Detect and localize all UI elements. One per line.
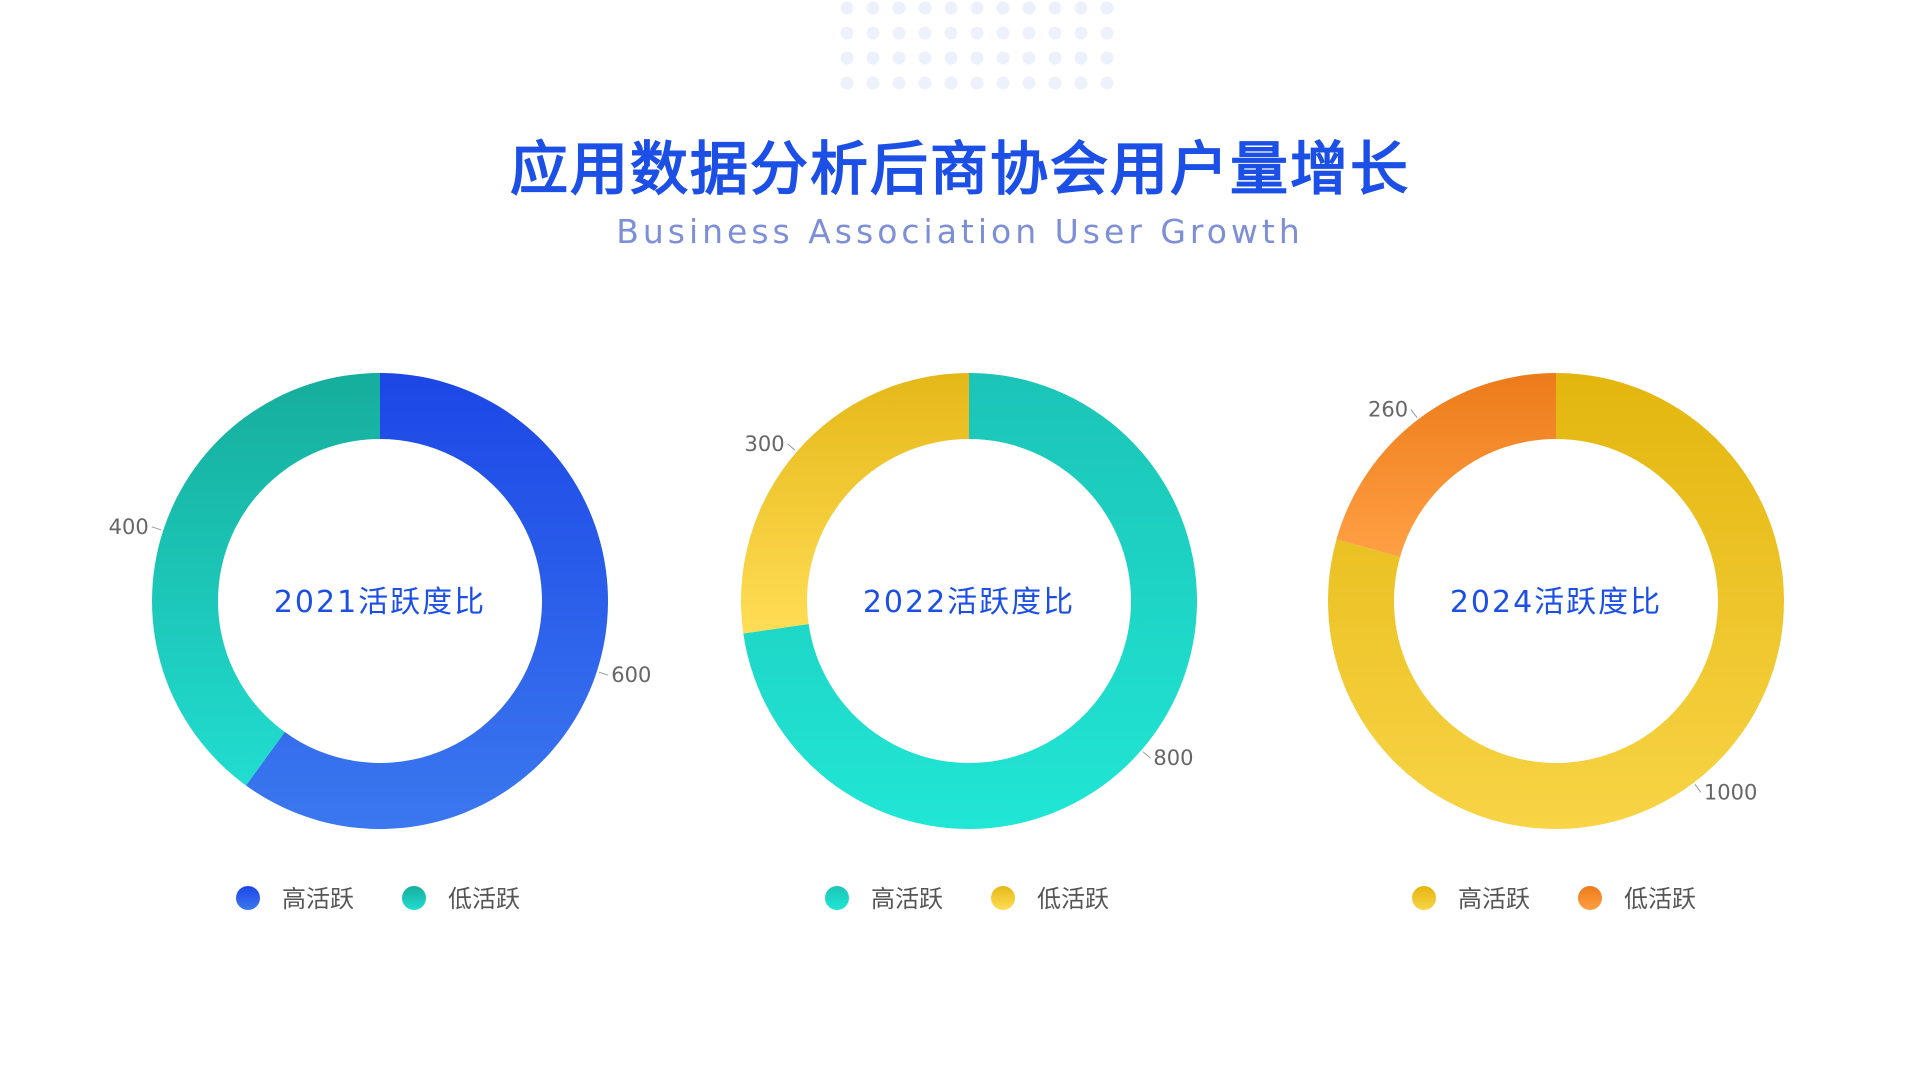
decor-dot [866, 51, 880, 65]
label-leader-line [598, 671, 609, 676]
data-label-high-activity: 600 [611, 663, 651, 687]
decor-dot [1022, 1, 1036, 15]
legend: 高活跃 低活跃 [1412, 885, 1696, 913]
data-label-high-activity: 1000 [1704, 780, 1757, 804]
decor-dot [996, 1, 1010, 15]
legend-label-high-activity[interactable]: 高活跃 [1458, 885, 1530, 913]
donut-slice-low-activity[interactable] [152, 373, 380, 786]
decor-dot [840, 1, 854, 15]
decor-dot [970, 76, 984, 90]
decor-dot [1048, 1, 1062, 15]
decorative-dot-grid [840, 1, 1114, 90]
decor-dot [892, 76, 906, 90]
decor-dot [944, 76, 958, 90]
decor-dot [1074, 76, 1088, 90]
decor-dot [840, 76, 854, 90]
decor-dot [918, 76, 932, 90]
decor-dot [970, 1, 984, 15]
legend-marker-low-activity[interactable] [991, 886, 1015, 910]
decor-dot [1048, 51, 1062, 65]
legend: 高活跃 低活跃 [825, 885, 1109, 913]
decor-dot [1074, 26, 1088, 40]
decor-dot [1048, 26, 1062, 40]
legend-label-high-activity[interactable]: 高活跃 [871, 885, 943, 913]
decor-dot [1022, 51, 1036, 65]
decor-dot [866, 76, 880, 90]
center-label: 2021活跃度比 [274, 585, 486, 620]
legend: 高活跃 低活跃 [236, 885, 520, 913]
donut-slice-high-activity[interactable] [245, 373, 609, 830]
legend-marker-low-activity[interactable] [402, 886, 426, 910]
legend-label-low-activity[interactable]: 低活跃 [1624, 885, 1696, 913]
decor-dot [944, 1, 958, 15]
decor-dot [970, 51, 984, 65]
decor-dot [1074, 1, 1088, 15]
decor-dot [1022, 76, 1036, 90]
decor-dot [918, 51, 932, 65]
decor-dot [1074, 51, 1088, 65]
decor-dot [996, 76, 1010, 90]
decor-dot [1100, 1, 1114, 15]
legend-marker-high-activity[interactable] [825, 886, 849, 910]
center-label: 2024活跃度比 [1450, 585, 1662, 620]
decor-dot [944, 51, 958, 65]
label-leader-line [1142, 751, 1151, 759]
decor-dot [970, 26, 984, 40]
data-label-low-activity: 300 [745, 432, 785, 456]
decor-dot [1022, 26, 1036, 40]
decor-dot [892, 51, 906, 65]
decor-dot [866, 26, 880, 40]
center-label: 2022活跃度比 [863, 585, 1075, 620]
decor-dot [1100, 76, 1114, 90]
decor-dot [892, 26, 906, 40]
decor-dot [892, 1, 906, 15]
data-label-low-activity: 400 [109, 515, 149, 539]
label-leader-line [787, 443, 796, 451]
label-leader-line [1410, 409, 1418, 418]
label-leader-line [1694, 784, 1702, 793]
page-subtitle: Business Association User Growth [616, 212, 1304, 251]
legend-label-high-activity[interactable]: 高活跃 [282, 885, 354, 913]
decor-dot [918, 1, 932, 15]
decor-dot [996, 26, 1010, 40]
decor-dot [840, 51, 854, 65]
legend-label-low-activity[interactable]: 低活跃 [448, 885, 520, 913]
decor-dot [1100, 26, 1114, 40]
legend-marker-high-activity[interactable] [1412, 886, 1436, 910]
decor-dot [944, 26, 958, 40]
decor-dot [866, 1, 880, 15]
legend-label-low-activity[interactable]: 低活跃 [1037, 885, 1109, 913]
legend-marker-high-activity[interactable] [236, 886, 260, 910]
donut-slice-low-activity[interactable] [1336, 373, 1556, 558]
label-leader-line [151, 526, 162, 531]
decor-dot [996, 51, 1010, 65]
decor-dot [840, 26, 854, 40]
page-title: 应用数据分析后商协会用户量增长 [509, 135, 1410, 203]
decor-dot [918, 26, 932, 40]
donut-slice-low-activity[interactable] [741, 373, 969, 634]
decor-dot [1100, 51, 1114, 65]
data-label-low-activity: 260 [1368, 398, 1408, 422]
legend-marker-low-activity[interactable] [1578, 886, 1602, 910]
decor-dot [1048, 76, 1062, 90]
data-label-high-activity: 800 [1153, 746, 1193, 770]
